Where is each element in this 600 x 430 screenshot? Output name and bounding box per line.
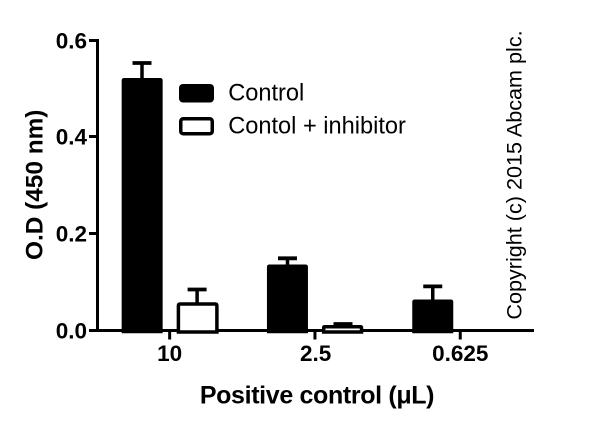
- svg-text:Positive control (μL): Positive control (μL): [200, 382, 434, 410]
- svg-text:10: 10: [157, 341, 182, 366]
- svg-text:0.6: 0.6: [56, 29, 87, 54]
- svg-text:Copyright (c) 2015 Abcam plc.: Copyright (c) 2015 Abcam plc.: [502, 30, 527, 319]
- svg-text:0.4: 0.4: [56, 125, 88, 150]
- svg-text:2.5: 2.5: [300, 341, 331, 366]
- svg-text:Control: Control: [228, 81, 304, 107]
- svg-text:0.625: 0.625: [432, 341, 488, 366]
- svg-text:0.2: 0.2: [56, 222, 87, 247]
- svg-text:Contol + inhibitor: Contol + inhibitor: [228, 114, 406, 140]
- svg-text:0.0: 0.0: [56, 319, 87, 344]
- svg-text:O.D (450 nm): O.D (450 nm): [22, 110, 49, 260]
